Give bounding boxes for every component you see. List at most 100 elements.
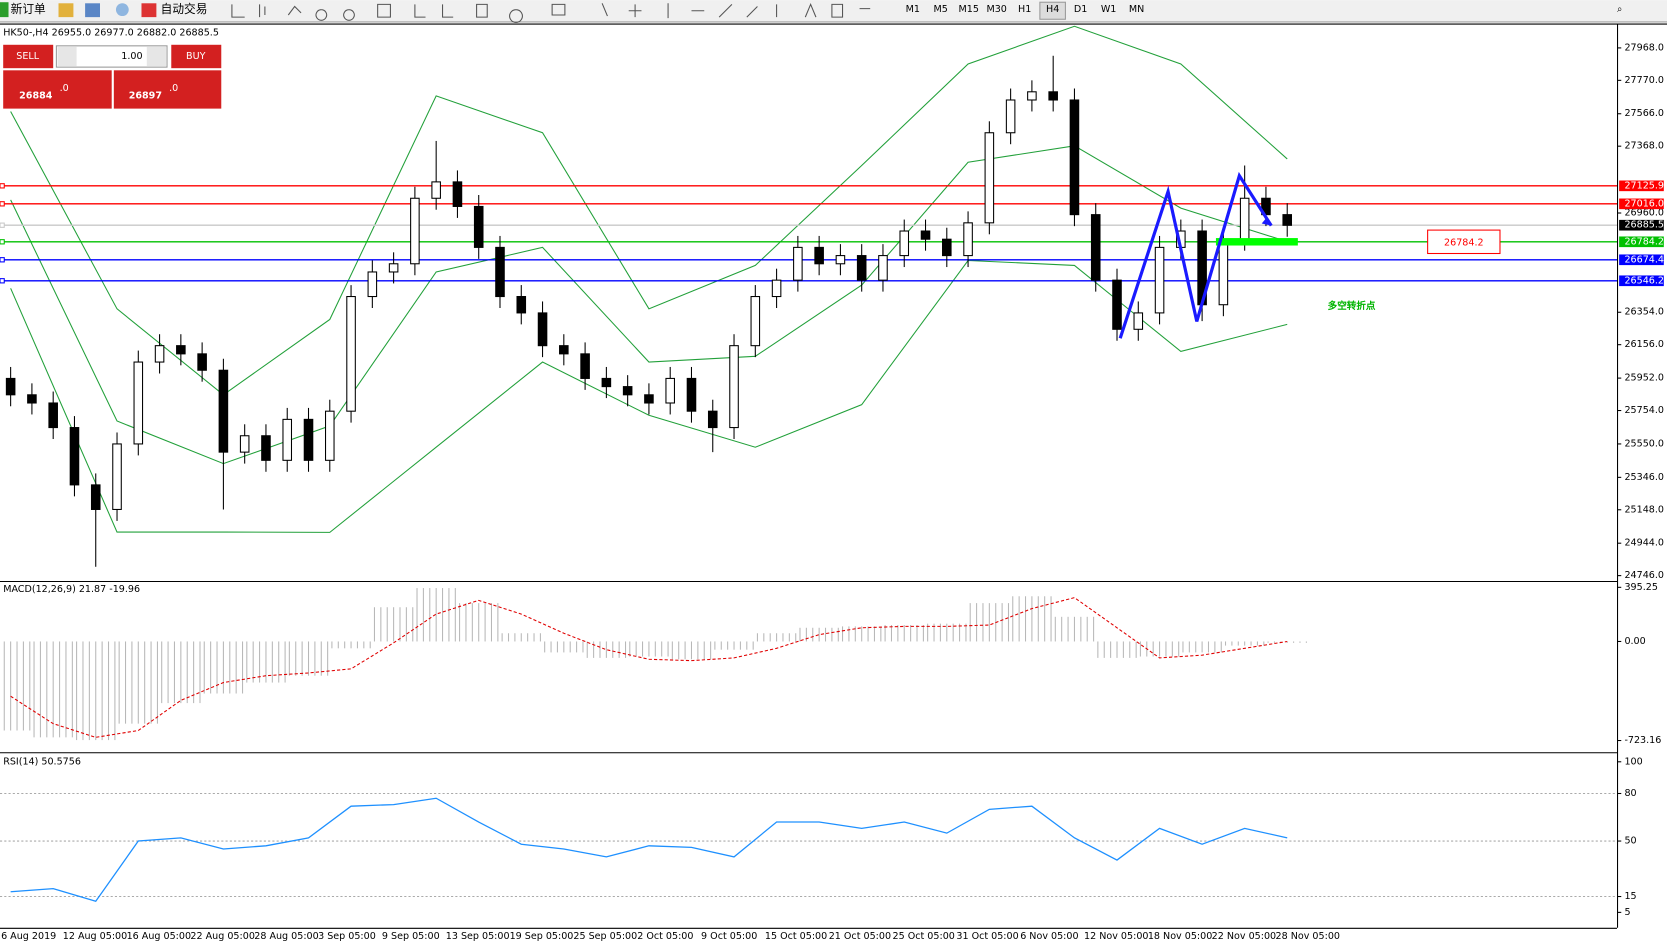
icon[interactable] (85, 3, 100, 18)
y-tick-label: 80 (1624, 788, 1636, 799)
bollinger-middle (10, 145, 1288, 465)
x-tick-label: 6 Nov 05:00 (1020, 931, 1078, 942)
new-order-button[interactable]: 新订单 (11, 2, 46, 16)
level-label-bg (1619, 180, 1664, 192)
candle-body (1154, 246, 1165, 314)
level-handle (0, 201, 5, 207)
x-tick-label: 13 Sep 05:00 (446, 931, 510, 942)
candle-body (644, 394, 654, 404)
timeframe-button[interactable]: H4 (1046, 4, 1059, 15)
candle-body (516, 296, 527, 314)
icon[interactable] (58, 3, 74, 18)
candle-body (1048, 91, 1058, 101)
level-label-bg (1619, 254, 1664, 266)
level-handle (0, 183, 5, 189)
pivot-annotation: 多空转折点 (1328, 300, 1376, 312)
macd-signal (10, 597, 1288, 738)
candle-body (1282, 214, 1293, 226)
candle-body (452, 181, 463, 207)
x-tick-label: 21 Oct 05:00 (829, 931, 891, 942)
level-label: 26885.5 (1624, 220, 1664, 231)
icon[interactable] (115, 3, 129, 17)
buy-price-box[interactable] (113, 70, 222, 109)
candle-body (112, 443, 122, 510)
timeframe-button[interactable]: MN (1129, 4, 1144, 15)
candle-body (1005, 99, 1016, 134)
y-tick-label: 26156.0 (1624, 339, 1664, 350)
candle-body (1218, 238, 1229, 306)
candle-body (622, 386, 633, 396)
y-tick-label: 100 (1624, 756, 1642, 767)
sell-price[interactable]: 26884 (19, 90, 53, 101)
candle-body (559, 345, 569, 355)
candle-body (261, 435, 271, 461)
candle-body (835, 255, 846, 265)
candle-body (793, 246, 803, 281)
lots-box[interactable] (55, 45, 168, 68)
timeframe-active (1039, 1, 1066, 20)
y-tick-label: 24944.0 (1624, 538, 1664, 549)
search-icon[interactable]: ⌕ (1617, 4, 1622, 15)
buy-button[interactable] (171, 44, 222, 69)
pivot-label: 26784.2 (1444, 237, 1484, 248)
candle-body (473, 205, 484, 248)
lots-down[interactable] (57, 46, 77, 67)
y-tick-label: 5 (1624, 907, 1630, 918)
symbol-header: HK50-,H4 26955.0 26977.0 26882.0 26885.5 (3, 28, 219, 39)
y-tick-label: 25952.0 (1624, 373, 1664, 384)
timeframe-button[interactable]: D1 (1074, 4, 1087, 15)
candle-body (856, 255, 867, 281)
buy-price-fraction[interactable]: .0 (169, 83, 178, 94)
lots-up[interactable] (146, 46, 166, 67)
candle-body (984, 132, 995, 224)
candle-body (431, 181, 441, 199)
level-handle (0, 278, 5, 284)
candle-body (346, 296, 356, 412)
icon[interactable] (141, 3, 157, 18)
timeframe-button[interactable]: M1 (906, 4, 920, 15)
candle-body (878, 255, 888, 281)
y-tick-label: 26354.0 (1624, 307, 1664, 318)
y-tick-label: 50 (1624, 836, 1636, 847)
sell-price-fraction[interactable]: .0 (60, 83, 69, 94)
timeframe-button[interactable]: H1 (1018, 4, 1031, 15)
candle-body (1090, 214, 1101, 281)
sell-price-box[interactable] (3, 70, 112, 109)
sell-button[interactable] (3, 44, 54, 69)
timeframes: M1 M5 M15 M30 H1 H4 D1 W1 MN (906, 1, 1144, 20)
sell-label[interactable]: SELL (16, 51, 39, 62)
candle-body (239, 435, 250, 453)
x-tick-label: 18 Nov 05:00 (1148, 931, 1212, 942)
candle-body (324, 410, 335, 461)
lots-value[interactable]: 1.00 (121, 51, 142, 62)
buy-label[interactable]: BUY (186, 51, 206, 62)
candle-body (154, 345, 165, 363)
level-label: 26546.2 (1624, 275, 1664, 286)
y-tick-label: 25754.0 (1624, 405, 1664, 416)
rsi-line (10, 797, 1288, 903)
candle-body (27, 394, 37, 404)
x-tick-label: 22 Aug 05:00 (190, 931, 254, 942)
level-handle (0, 222, 5, 228)
icon[interactable] (231, 3, 391, 21)
candle-body (601, 377, 612, 388)
buy-price[interactable]: 26897 (129, 90, 162, 101)
y-tick-label: 15 (1624, 891, 1636, 902)
level-label-bg (1619, 198, 1664, 210)
timeframe-button[interactable]: M5 (934, 4, 948, 15)
timeframe-button[interactable]: M30 (986, 4, 1006, 15)
candle-body (729, 345, 739, 429)
level-label: 26674.4 (1624, 254, 1664, 265)
icon[interactable] (414, 2, 871, 23)
x-tick-label: 9 Sep 05:00 (382, 931, 440, 942)
level-label: 27125.9 (1624, 180, 1664, 191)
timeframe-button[interactable]: W1 (1101, 4, 1117, 15)
macd-title: MACD(12,26,9) 21.87 -19.96 (3, 584, 140, 595)
candle-body (942, 238, 952, 257)
y-tick-label: 27968.0 (1624, 42, 1664, 53)
auto-trading-button[interactable]: 自动交易 (161, 2, 208, 16)
timeframe-button[interactable]: M15 (959, 4, 979, 15)
x-tick-label: 2 Oct 05:00 (637, 931, 693, 942)
arrow-head (1261, 217, 1272, 226)
